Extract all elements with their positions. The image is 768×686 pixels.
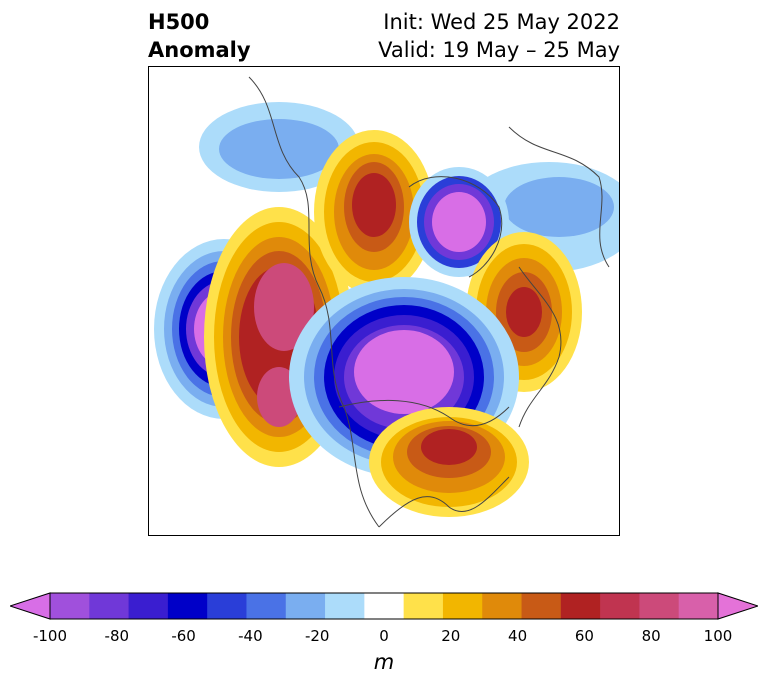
colorbar-swatch — [364, 593, 405, 619]
anomaly-map — [148, 66, 620, 536]
colorbar-swatch — [521, 593, 562, 619]
colorbar-tick-label: 40 — [508, 627, 528, 645]
valid-range: Valid: 19 May – 25 May — [378, 38, 620, 62]
anomaly-high-siberia — [314, 130, 434, 294]
colorbar-swatch — [128, 593, 169, 619]
colorbar-swatch — [207, 593, 247, 619]
colorbar-tick-label: 80 — [641, 627, 661, 645]
colorbar-units: m — [373, 650, 395, 674]
title-left: H500 Anomaly — [148, 8, 251, 64]
colorbar-swatch — [403, 593, 444, 619]
colorbar-swatch — [560, 593, 601, 619]
anomaly-high-atlantic — [369, 407, 529, 517]
colorbar-swatch — [442, 593, 483, 619]
anomaly-map-svg — [154, 76, 619, 528]
anomaly-low-arctic-core — [409, 167, 509, 277]
title-right: Init: Wed 25 May 2022 Valid: 19 May – 25… — [378, 8, 620, 64]
init-date: Init: Wed 25 May 2022 — [383, 10, 620, 34]
coastlines — [248, 76, 610, 528]
colorbar-swatch — [325, 593, 365, 619]
colorbar-tick-label: -80 — [104, 627, 130, 645]
colorbar-tick-label: 20 — [441, 627, 461, 645]
colorbar-swatch — [678, 593, 719, 619]
colorbar-tick-label: -40 — [238, 627, 263, 645]
colorbar-tick-label: 60 — [574, 627, 594, 645]
colorbar-swatch — [285, 593, 326, 619]
colorbar-tick-label: 0 — [379, 627, 389, 645]
colorbar-tick-label: -60 — [171, 627, 196, 645]
colorbar-tick-label: -100 — [32, 627, 68, 645]
title-type: Anomaly — [148, 38, 251, 62]
title-variable: H500 — [148, 10, 210, 34]
colorbar-swatch — [167, 593, 208, 619]
colorbar — [10, 592, 758, 620]
colorbar-swatch — [89, 593, 130, 619]
colorbar-border — [49, 592, 719, 620]
colorbar-swatch — [246, 593, 287, 619]
colorbar-tick-label: -20 — [304, 627, 330, 645]
colorbar-swatch — [600, 593, 640, 619]
colorbar-tick-label: 100 — [703, 627, 733, 645]
colorbar-swatch — [50, 593, 90, 619]
colorbar-swatch — [482, 593, 523, 619]
colorbar-arrow-max — [717, 592, 758, 620]
colorbar-swatch — [639, 593, 680, 619]
colorbar-arrow-min — [10, 592, 51, 620]
